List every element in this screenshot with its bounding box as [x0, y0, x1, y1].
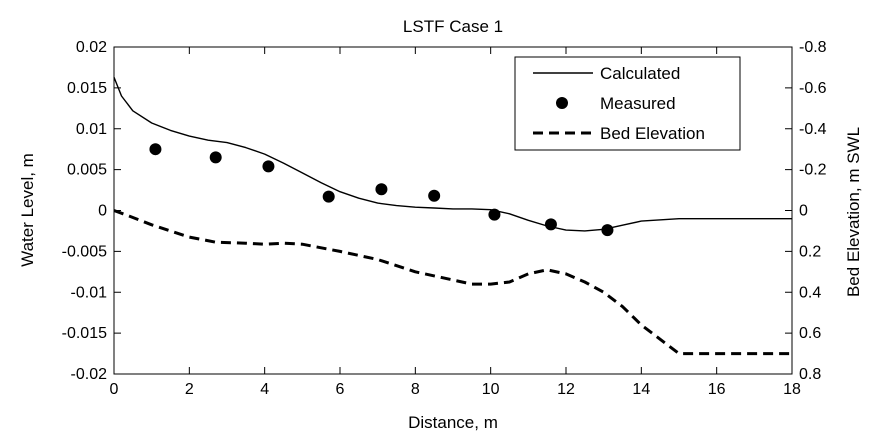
y-tick-label: -0.02	[71, 366, 108, 383]
measured-point	[322, 190, 335, 203]
x-tick-label: 12	[557, 381, 575, 398]
y-tick-label: 0.005	[67, 162, 107, 179]
y-tick-label: -0.015	[62, 325, 107, 342]
legend-marker-measured	[556, 97, 568, 109]
legend-label: Calculated	[600, 64, 680, 83]
y-tick-label: 0.02	[76, 39, 107, 56]
x-tick-label: 4	[260, 381, 269, 398]
y2-tick-label: 0.4	[799, 284, 821, 301]
measured-point	[601, 224, 614, 237]
measured-point	[375, 183, 388, 196]
y2-tick-label: 0.8	[799, 366, 821, 383]
y2-tick-label: 0.6	[799, 325, 821, 342]
x-tick-label: 6	[336, 381, 345, 398]
y-tick-label: -0.005	[62, 243, 107, 260]
bed-elevation-line	[113, 209, 792, 356]
y-tick-label: 0.015	[67, 80, 107, 97]
x-tick-label: 8	[411, 381, 420, 398]
measured-point	[149, 143, 162, 156]
y2-tick-label: 0.2	[799, 243, 821, 260]
y2-axis-title: Bed Elevation, m SWL	[844, 127, 863, 297]
x-tick-label: 0	[110, 381, 119, 398]
measured-point	[428, 189, 441, 202]
x-tick-label: 10	[482, 381, 500, 398]
y2-tick-label: -0.2	[799, 162, 827, 179]
legend-label: Measured	[600, 94, 676, 113]
calculated-line	[113, 76, 792, 232]
x-axis-title: Distance, m	[408, 413, 498, 432]
measured-point	[488, 208, 501, 221]
measured-point	[544, 218, 557, 231]
y-tick-label: 0	[98, 203, 107, 220]
x-tick-label: 2	[185, 381, 194, 398]
chart-title: LSTF Case 1	[403, 17, 503, 36]
y-tick-label: 0.01	[76, 121, 107, 138]
y2-tick-label: 0	[799, 203, 808, 220]
y2-tick-label: -0.4	[799, 121, 827, 138]
x-tick-label: 14	[632, 381, 650, 398]
y-axis-title: Water Level, m	[18, 153, 37, 267]
measured-point	[209, 151, 222, 164]
x-tick-label: 16	[708, 381, 726, 398]
plot-area: 0 2 4 6 8 10 12 14 16 18 -0.02 -0.015 -0.01 -0.005 0 0.…	[62, 39, 827, 398]
measured-point	[262, 160, 275, 173]
y2-tick-label: -0.8	[799, 39, 827, 56]
y2-tick-label: -0.6	[799, 80, 827, 97]
x-tick-label: 18	[783, 381, 801, 398]
y-tick-label: -0.01	[71, 284, 108, 301]
legend: Calculated Measured Bed Elevation	[514, 56, 741, 151]
legend-label: Bed Elevation	[600, 124, 705, 143]
